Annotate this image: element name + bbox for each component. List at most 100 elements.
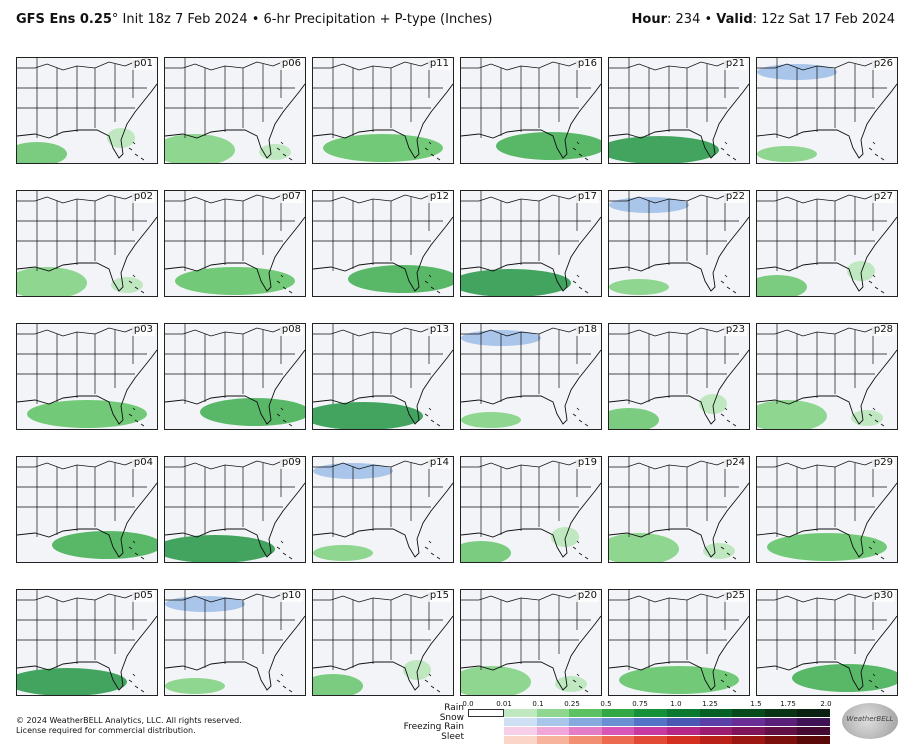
member-label: p16 xyxy=(575,58,599,70)
legend-swatch xyxy=(797,727,830,735)
map-panel-p08: p08 xyxy=(164,323,306,430)
legend-tick: 1.75 xyxy=(780,700,796,708)
basemap xyxy=(313,324,453,429)
legend-swatch xyxy=(699,718,733,726)
member-label: p07 xyxy=(279,191,303,203)
legend-swatch xyxy=(569,718,602,726)
legend-swatch xyxy=(504,718,537,726)
legend-swatch xyxy=(504,736,537,744)
member-label: p02 xyxy=(131,191,155,203)
map-panel-p26: p26 xyxy=(756,57,898,164)
map-panel-p23: p23 xyxy=(608,323,750,430)
legend-swatch xyxy=(536,736,570,744)
basemap xyxy=(165,457,305,562)
rain-zero-box xyxy=(468,709,504,717)
legend-swatch xyxy=(797,709,830,717)
basemap xyxy=(757,457,897,561)
map-panel-p10: p10 xyxy=(164,589,306,696)
legend-swatch xyxy=(504,709,537,717)
map-panel-p28: p28 xyxy=(756,323,898,430)
map-title: GFS Ens 0.25° Init 18z 7 Feb 2024 • 6-hr… xyxy=(16,12,492,27)
legend-swatch xyxy=(699,736,733,744)
map-panel-p07: p07 xyxy=(164,190,306,297)
legend-swatch xyxy=(504,727,537,735)
member-label: p23 xyxy=(723,324,747,336)
member-label: p09 xyxy=(279,457,303,469)
basemap xyxy=(757,590,897,693)
basemap xyxy=(17,58,157,163)
legend-tick: 1.5 xyxy=(750,700,762,708)
map-panel-p27: p27 xyxy=(756,190,898,297)
legend-swatch xyxy=(634,709,667,717)
legend-swatch xyxy=(732,727,765,735)
member-label: p08 xyxy=(279,324,303,336)
basemap xyxy=(461,457,601,562)
map-panel-p18: p18 xyxy=(460,323,602,430)
legend-ticks: 0.0 0.01 0.1 0.25 0.5 0.75 1.0 1.25 1.5 1.75 2.0 xyxy=(462,700,836,708)
member-label: p12 xyxy=(427,191,451,203)
member-label: p06 xyxy=(279,58,303,70)
map-panel-p30: p30 xyxy=(756,589,898,696)
map-panel-p22: p22 xyxy=(608,190,750,297)
member-label: p26 xyxy=(871,58,895,70)
legend-swatch xyxy=(569,736,602,744)
basemap xyxy=(17,191,157,296)
legend-swatch xyxy=(764,718,798,726)
map-panel-p21: p21 xyxy=(608,57,750,164)
map-panel-p12: p12 xyxy=(312,190,454,297)
map-panel-p01: p01 xyxy=(16,57,158,164)
map-panel-p15: p15 xyxy=(312,589,454,696)
legend-swatch xyxy=(797,736,830,744)
map-panel-p03: p03 xyxy=(16,323,158,430)
legend-swatch xyxy=(764,727,798,735)
map-panel-p24: p24 xyxy=(608,456,750,563)
footer: © 2024 WeatherBELL Analytics, LLC. All r… xyxy=(16,716,242,736)
map-panel-p17: p17 xyxy=(460,190,602,297)
legend-row-sleet xyxy=(504,736,830,744)
member-label: p13 xyxy=(427,324,451,336)
basemap xyxy=(17,457,157,560)
legend-swatch xyxy=(601,727,635,735)
legend-names: Rain Snow Freezing Rain Sleet xyxy=(400,703,464,742)
legend-name: Sleet xyxy=(441,731,464,742)
member-label: p27 xyxy=(871,191,895,203)
license-text: License required for commercial distribu… xyxy=(16,726,196,735)
copyright-text: © 2024 WeatherBELL Analytics, LLC. All r… xyxy=(16,716,242,725)
basemap xyxy=(461,590,601,695)
legend-swatch xyxy=(699,727,733,735)
legend-tick: 0.01 xyxy=(496,700,512,708)
valid-value: : 12z Sat 17 Feb 2024 xyxy=(752,12,895,27)
legend-swatch xyxy=(666,736,700,744)
map-panel-p13: p13 xyxy=(312,323,454,430)
member-label: p17 xyxy=(575,191,599,203)
logo-text: WeatherBELL xyxy=(846,715,894,723)
basemap xyxy=(165,58,305,163)
legend-tick: 0.75 xyxy=(632,700,648,708)
member-label: p25 xyxy=(723,590,747,602)
basemap xyxy=(313,457,453,561)
member-label: p01 xyxy=(131,58,155,70)
member-label: p29 xyxy=(871,457,895,469)
map-panel-p11: p11 xyxy=(312,57,454,164)
basemap xyxy=(313,590,453,695)
legend-swatch xyxy=(601,718,635,726)
basemap xyxy=(17,324,157,428)
legend-swatch xyxy=(601,709,635,717)
member-label: p05 xyxy=(131,590,155,602)
map-panel-p04: p04 xyxy=(16,456,158,563)
basemap xyxy=(609,191,749,295)
legend-swatch xyxy=(569,709,602,717)
member-label: p19 xyxy=(575,457,599,469)
legend-swatch xyxy=(666,718,700,726)
init-text: ° Init 18z 7 Feb 2024 • 6-hr Precipitati… xyxy=(111,12,493,27)
header: GFS Ens 0.25° Init 18z 7 Feb 2024 • 6-hr… xyxy=(0,0,913,40)
legend-tick: 1.0 xyxy=(670,700,682,708)
map-panel-p09: p09 xyxy=(164,456,306,563)
legend-swatch xyxy=(699,709,733,717)
model-name: GFS Ens 0.25 xyxy=(16,12,112,27)
legend-swatch xyxy=(569,727,602,735)
legend-row-freezing_rain xyxy=(504,727,830,735)
legend-name: Snow xyxy=(439,712,464,723)
legend-swatch xyxy=(797,718,830,726)
member-label: p11 xyxy=(427,58,451,70)
